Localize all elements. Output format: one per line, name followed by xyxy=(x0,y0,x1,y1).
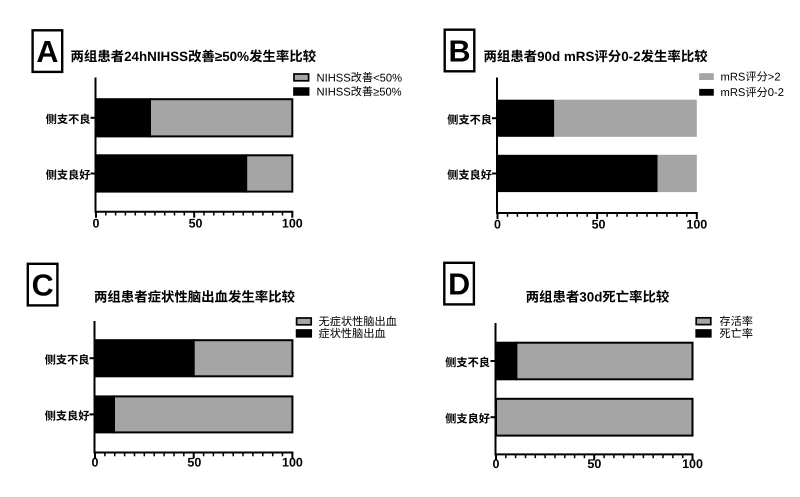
svg-text:>2: >2 xyxy=(768,72,781,84)
svg-text:D: D xyxy=(448,268,470,302)
svg-text:0: 0 xyxy=(92,456,99,470)
svg-text:30d: 30d xyxy=(579,290,602,305)
svg-text:A: A xyxy=(36,35,58,69)
svg-text:0: 0 xyxy=(493,457,500,471)
svg-text:100: 100 xyxy=(282,456,303,470)
svg-text:50: 50 xyxy=(592,218,606,232)
svg-text:24hNIHSS: 24hNIHSS xyxy=(124,49,188,64)
svg-text:100: 100 xyxy=(686,218,707,232)
svg-text:50: 50 xyxy=(587,457,601,471)
svg-text:0-2: 0-2 xyxy=(621,49,640,64)
svg-text:0-2: 0-2 xyxy=(768,87,784,99)
svg-text:<50%: <50% xyxy=(373,72,402,84)
svg-text:50: 50 xyxy=(189,217,203,231)
svg-text:0: 0 xyxy=(93,217,100,231)
svg-text:B: B xyxy=(449,34,471,68)
svg-text:≥50%: ≥50% xyxy=(373,86,402,98)
svg-text:90d mRS: 90d mRS xyxy=(537,49,594,64)
svg-text:C: C xyxy=(32,269,54,303)
svg-text:100: 100 xyxy=(282,217,303,231)
svg-text:0: 0 xyxy=(494,218,501,232)
svg-text:mRS: mRS xyxy=(721,87,746,99)
svg-text:mRS: mRS xyxy=(721,72,746,84)
svg-text:50: 50 xyxy=(187,456,201,470)
svg-text:100: 100 xyxy=(682,457,703,471)
svg-text:≥50%: ≥50% xyxy=(215,49,249,64)
svg-text:NIHSS: NIHSS xyxy=(317,86,351,98)
svg-text:NIHSS: NIHSS xyxy=(317,72,351,84)
